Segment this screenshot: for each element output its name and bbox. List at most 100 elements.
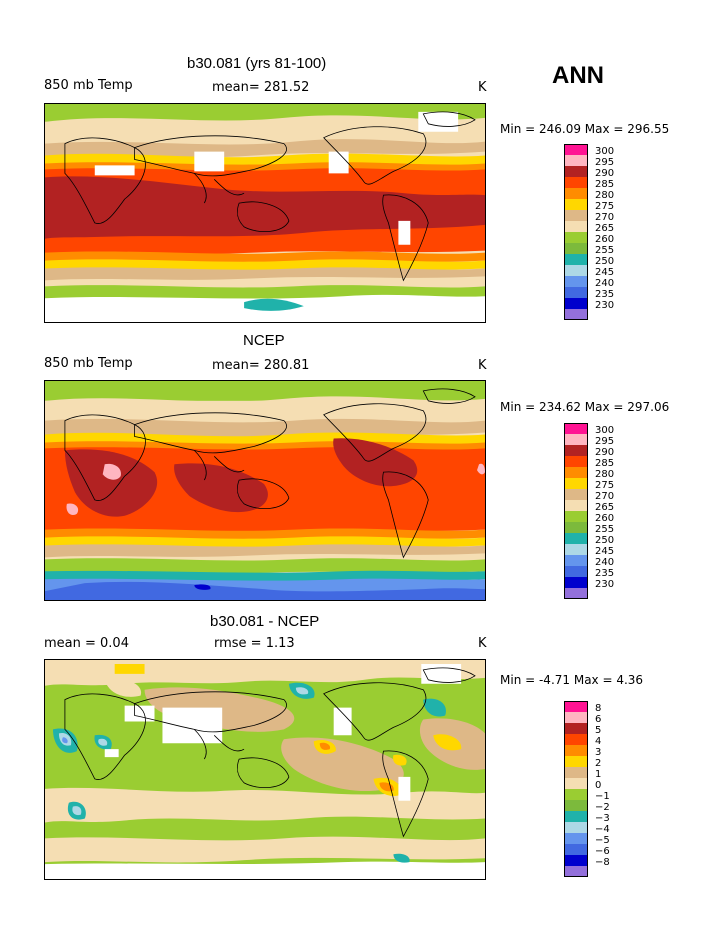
panel-3-units: K (478, 636, 487, 651)
legend-label: 285 (595, 458, 615, 469)
legend-label: 255 (595, 524, 615, 535)
legend-label: −5 (595, 835, 610, 846)
legend-swatch (564, 789, 588, 800)
panel-3-rmse-label: rmse = 1.13 (214, 636, 295, 651)
panel-1-contour-field (45, 104, 485, 322)
panel-2-min-max: Min = 234.62 Max = 297.06 (500, 400, 670, 414)
legend-swatch (564, 445, 588, 456)
legend-swatch (564, 800, 588, 811)
legend-label: 290 (595, 168, 615, 179)
legend-label: 295 (595, 157, 615, 168)
legend-swatch (564, 478, 588, 489)
panel-1-title: b30.081 (yrs 81-100) (187, 55, 327, 72)
legend-swatch (564, 756, 588, 767)
panel-2-mean-label: mean= 280.81 (212, 358, 310, 373)
legend-label: 265 (595, 223, 615, 234)
legend-label: −4 (595, 824, 610, 835)
legend-swatch (564, 309, 588, 320)
legend-label: 290 (595, 447, 615, 458)
panel-2-title: NCEP (243, 332, 285, 349)
legend-swatch (564, 734, 588, 745)
legend-swatch (564, 232, 588, 243)
legend-swatch (564, 199, 588, 210)
legend-label: 265 (595, 502, 615, 513)
legend-label: 260 (595, 513, 615, 524)
panel-1-min-max: Min = 246.09 Max = 296.55 (500, 122, 670, 136)
legend-swatch (564, 533, 588, 544)
panel-1-map (44, 103, 486, 323)
legend-swatch (564, 588, 588, 599)
legend-swatch (564, 511, 588, 522)
legend-swatch (564, 778, 588, 789)
legend-label: 270 (595, 491, 615, 502)
legend-swatch (564, 577, 588, 588)
legend-swatch (564, 489, 588, 500)
legend-swatch (564, 276, 588, 287)
legend-label: −1 (595, 791, 610, 802)
legend-swatch (564, 188, 588, 199)
legend-swatch (564, 822, 588, 833)
legend-label: −2 (595, 802, 610, 813)
legend-label: 285 (595, 179, 615, 190)
legend-label: 0 (595, 780, 602, 791)
legend-swatch (564, 265, 588, 276)
legend-swatch (564, 467, 588, 478)
legend-label: −6 (595, 846, 610, 857)
legend-swatch (564, 555, 588, 566)
legend-swatch (564, 298, 588, 309)
legend-label: 255 (595, 245, 615, 256)
legend-swatch (564, 166, 588, 177)
legend-label: 250 (595, 256, 615, 267)
legend-swatch (564, 177, 588, 188)
legend-swatch (564, 423, 588, 434)
legend-swatch (564, 210, 588, 221)
legend-swatch (564, 712, 588, 723)
legend-label: 230 (595, 579, 615, 590)
legend-label: 8 (595, 703, 602, 714)
legend-label: 235 (595, 568, 615, 579)
legend-swatch (564, 522, 588, 533)
legend-swatch (564, 243, 588, 254)
legend-label: 260 (595, 234, 615, 245)
legend-label: 275 (595, 201, 615, 212)
panel-3-contour-field (45, 660, 485, 879)
legend-swatch (564, 254, 588, 265)
legend-label: 280 (595, 469, 615, 480)
legend-label: 240 (595, 278, 615, 289)
legend-label: 5 (595, 725, 602, 736)
legend-label: 3 (595, 747, 602, 758)
legend-swatch (564, 833, 588, 844)
legend-swatch (564, 811, 588, 822)
legend-label: −3 (595, 813, 610, 824)
panel-1-variable-label: 850 mb Temp (44, 78, 133, 93)
legend-label: 280 (595, 190, 615, 201)
legend-swatch (564, 844, 588, 855)
legend-swatch (564, 745, 588, 756)
legend-swatch (564, 866, 588, 877)
panel-1-units: K (478, 80, 487, 95)
legend-label: 300 (595, 425, 615, 436)
legend-swatch (564, 221, 588, 232)
panel-3-min-max: Min = -4.71 Max = 4.36 (500, 673, 644, 687)
legend-swatch (564, 500, 588, 511)
legend-label: 6 (595, 714, 602, 725)
legend-label: 235 (595, 289, 615, 300)
legend-swatch (564, 767, 588, 778)
legend-label: 270 (595, 212, 615, 223)
legend-swatch (564, 144, 588, 155)
legend-label: 1 (595, 769, 602, 780)
legend-label: −8 (595, 857, 610, 868)
panel-2-contour-field (45, 381, 485, 600)
legend-label: 4 (595, 736, 602, 747)
legend-swatch (564, 287, 588, 298)
legend-label: 245 (595, 546, 615, 557)
panel-3-map (44, 659, 486, 880)
panel-2-map (44, 380, 486, 601)
legend-label: 250 (595, 535, 615, 546)
legend-label: 300 (595, 146, 615, 157)
legend-label: 295 (595, 436, 615, 447)
legend-swatch (564, 723, 588, 734)
legend-swatch (564, 155, 588, 166)
legend-swatch (564, 855, 588, 866)
panel-3-title: b30.081 - NCEP (210, 613, 320, 630)
